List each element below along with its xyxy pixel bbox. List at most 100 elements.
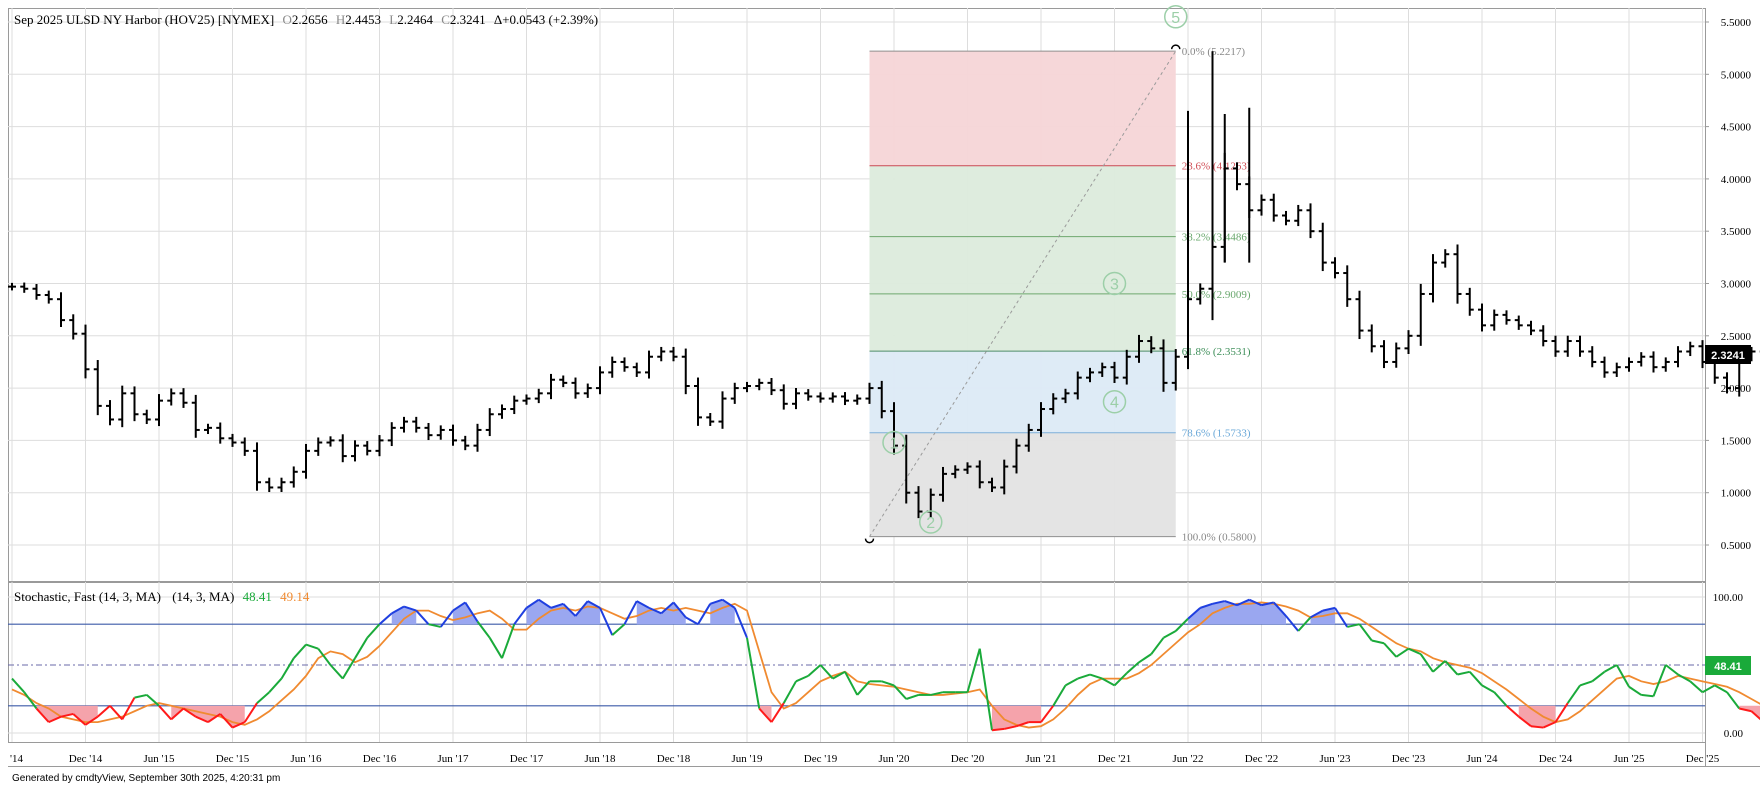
x-tick-label: Jun '17 — [437, 753, 469, 765]
ohlc-bar — [1625, 357, 1633, 371]
ohlc-bar — [1405, 330, 1413, 354]
close-value: 2.3241 — [450, 12, 486, 27]
ohlc-bar — [1429, 254, 1437, 302]
ohlc-bar — [584, 384, 592, 398]
stochastic-k-segment — [294, 645, 306, 659]
stochastic-k-segment — [1592, 672, 1604, 682]
ohlc-bar — [204, 424, 212, 434]
stochastic-k-segment — [1690, 681, 1702, 692]
stoch-tick-label: 100.00 — [1713, 592, 1744, 604]
x-tick-label: Jun '24 — [1466, 753, 1498, 765]
fib-band — [870, 433, 1176, 537]
ohlc-bar — [743, 382, 751, 392]
ohlc-bar — [804, 389, 812, 401]
ohlc-bar — [486, 408, 494, 436]
ohlc-bar — [608, 357, 616, 378]
ohlc-bar — [1613, 363, 1621, 377]
ohlc-bar — [1576, 336, 1584, 357]
ohlc-bar — [1527, 321, 1535, 335]
fibonacci-retracement: 0.0% (5.2217)23.6% (4.1263)38.2% (3.4486… — [866, 45, 1257, 544]
wave-number: 1 — [890, 435, 899, 452]
ohlc-bar — [302, 444, 310, 479]
stochastic-k-segment — [269, 679, 281, 693]
ohlc-bar — [8, 283, 16, 291]
stochastic-k-segment — [1470, 672, 1482, 686]
stochastic-k-segment — [1494, 692, 1506, 706]
x-tick-label: Dec '24 — [1539, 753, 1573, 765]
ohlc-bar — [1454, 244, 1462, 303]
stochastic-k-segment — [980, 649, 992, 731]
ohlc-bar — [1588, 346, 1596, 367]
ohlc-bar — [131, 386, 139, 421]
x-tick-label: Jun '21 — [1025, 753, 1056, 765]
x-tick-label: Dec '18 — [657, 753, 691, 765]
ohlc-bar — [461, 436, 469, 450]
ohlc-bar — [155, 394, 163, 426]
stochastic-k-segment — [1641, 695, 1653, 696]
stochastic-k-segment — [159, 706, 171, 720]
open-label: O — [282, 12, 291, 27]
x-tick-label: Jun '16 — [290, 753, 322, 765]
ohlc-bar — [425, 423, 433, 440]
stochastic-k-segment — [1458, 672, 1470, 675]
fib-band — [870, 51, 1176, 166]
ohlc-bar — [670, 347, 678, 361]
stochastic-k-segment — [735, 608, 747, 638]
fib-level-label: 0.0% (5.2217) — [1182, 46, 1246, 58]
fib-start-marker — [866, 539, 874, 543]
wave-number: 2 — [926, 515, 935, 532]
x-tick-label: Dec '14 — [69, 753, 103, 765]
fib-band — [870, 166, 1176, 237]
stochastic-k-segment — [367, 624, 379, 638]
stochastic-params: (14, 3, MA) — [172, 589, 234, 604]
ohlc-bar — [351, 440, 359, 461]
ohlc-bar — [498, 404, 506, 418]
stochastic-series — [8, 600, 1760, 731]
price-tick-label: 1.0000 — [1721, 488, 1752, 500]
price-tick-label: 2.0000 — [1721, 383, 1752, 395]
ohlc-bar — [253, 442, 261, 490]
stochastic-k-segment — [1078, 675, 1090, 679]
x-tick-label: Dec '21 — [1098, 753, 1131, 765]
ohlc-bar — [1564, 336, 1572, 357]
ohlc-bar — [1662, 357, 1670, 371]
ohlc-bar — [523, 394, 531, 404]
ohlc-bar — [192, 395, 200, 438]
x-tick-label: Jun '15 — [143, 753, 175, 765]
ohlc-bar — [1674, 346, 1682, 367]
stochastic-k-segment — [1176, 619, 1188, 631]
ohlc-bar — [1441, 249, 1449, 267]
ohlc-bar — [1356, 291, 1364, 339]
ohlc-bar — [1686, 342, 1694, 356]
ohlc-bar — [106, 400, 114, 425]
price-tick-label: 4.5000 — [1721, 122, 1752, 134]
ohlc-bar — [180, 388, 188, 408]
stochastic-k-segment — [331, 665, 343, 679]
stochastic-k-segment — [122, 698, 134, 720]
x-tick-label: Dec '22 — [1245, 753, 1278, 765]
stochastic-k-segment — [625, 601, 637, 624]
fib-level-label: 50.0% (2.9009) — [1182, 289, 1251, 301]
x-tick-label: Jun '18 — [584, 753, 616, 765]
y-axis-labels: 0.50001.00001.50002.00002.50003.00003.50… — [1705, 17, 1752, 740]
ohlc-bar — [278, 478, 286, 492]
ohlc-bar — [853, 394, 861, 404]
x-tick-label: Dec '23 — [1392, 753, 1426, 765]
ohlc-bar — [20, 283, 28, 293]
change-value: Δ+0.0543 (+2.39%) — [494, 12, 598, 27]
stochastic-k-segment — [796, 676, 808, 681]
ohlc-bar — [1478, 304, 1486, 332]
ohlc-bar — [82, 325, 90, 379]
ohlc-bar — [1270, 194, 1278, 222]
stochastic-k-segment — [821, 665, 833, 679]
ohlc-bar — [817, 392, 825, 402]
ohlc-bar — [559, 375, 567, 387]
ohlc-bar — [290, 466, 298, 487]
wave-number: 3 — [1110, 277, 1119, 294]
fib-band — [870, 237, 1176, 294]
x-tick-label: Dec '17 — [510, 753, 544, 765]
stochastic-k-segment — [355, 638, 367, 658]
stochastic-k-segment — [1066, 679, 1078, 686]
ohlc-bar — [474, 424, 482, 452]
stochastic-header: Stochastic, Fast (14, 3, MA) (14, 3, MA)… — [14, 589, 310, 604]
